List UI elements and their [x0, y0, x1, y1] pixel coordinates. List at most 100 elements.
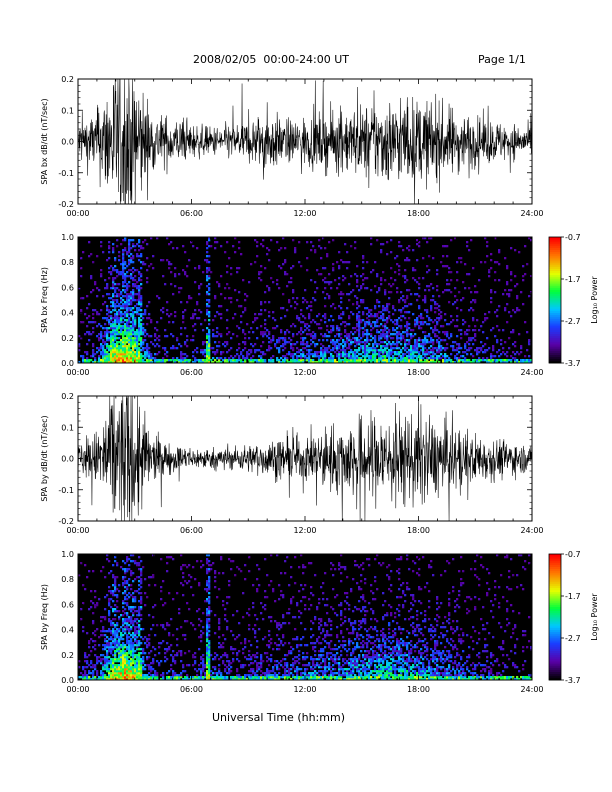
spectrogram-cell [128, 608, 131, 611]
spectrogram-cell [180, 652, 183, 655]
spectrogram-cell [392, 329, 395, 332]
spectrogram-cell [106, 343, 109, 346]
spectrogram-cell [114, 644, 117, 647]
spectrogram-cell [230, 646, 233, 649]
spectrogram-cell [424, 237, 427, 240]
spectrogram-cell [98, 636, 101, 639]
spectrogram-cell [142, 638, 145, 641]
spectrogram-cell [230, 301, 233, 304]
spectrogram-cell [204, 341, 207, 344]
spectrogram-cell [258, 359, 261, 362]
spectrogram-cell [320, 319, 323, 322]
spectrogram-cell [330, 329, 333, 332]
spectrogram-cell [484, 317, 487, 320]
spectrogram-cell [278, 249, 281, 252]
spectrogram-cell [378, 287, 381, 290]
spectrogram-cell [136, 670, 139, 673]
spectrogram-cell [204, 259, 207, 262]
spectrogram-cell [234, 355, 237, 358]
spectrogram-cell [350, 361, 353, 364]
spectrogram-cell [458, 361, 461, 364]
spectrogram-cell [276, 339, 279, 342]
spectrogram-cell [166, 556, 169, 559]
spectrogram-cell [104, 357, 107, 360]
spectrogram-cell [208, 305, 211, 308]
spectrogram-cell [148, 355, 151, 358]
spectrogram-cell [86, 307, 89, 310]
spectrogram-cell [206, 664, 209, 667]
spectrogram-cell [482, 359, 485, 362]
spectrogram-cell [212, 562, 215, 565]
spectrogram-cell [154, 357, 157, 360]
spectrogram-cell [120, 670, 123, 673]
spectrogram-cell [146, 269, 149, 272]
spectrogram-cell [208, 580, 211, 583]
spectrogram-cell [366, 331, 369, 334]
colorbar-segment [549, 327, 561, 330]
spectrogram-cell [212, 658, 215, 661]
spectrogram-cell [80, 676, 83, 679]
spectrogram-cell [116, 313, 119, 316]
spectrogram-cell [396, 291, 399, 294]
spectrogram-cell [146, 351, 149, 354]
spectrogram-cell [124, 319, 127, 322]
spectrogram-cell [466, 329, 469, 332]
spectrogram-cell [466, 245, 469, 248]
spectrogram-cell [130, 247, 133, 250]
spectrogram-cell [494, 361, 497, 364]
spectrogram-cell [456, 347, 459, 350]
spectrogram-cell [126, 672, 129, 675]
colorbar-segment [549, 310, 561, 313]
spectrogram-cell [128, 359, 131, 362]
spectrogram-cell [122, 638, 125, 641]
spectrogram-cell [86, 353, 89, 356]
spectrogram-cell [114, 578, 117, 581]
spectrogram-cell [304, 355, 307, 358]
spectrogram-cell [98, 333, 101, 336]
spectrogram-cell [348, 337, 351, 340]
spectrogram-cell [368, 319, 371, 322]
spectrogram-cell [208, 343, 211, 346]
spectrogram-cell [408, 349, 411, 352]
spectrogram-cell [206, 598, 209, 601]
spectrogram-cell [434, 303, 437, 306]
spectrogram-cell [122, 299, 125, 302]
spectrogram-cell [124, 333, 127, 336]
spectrogram-cell [188, 664, 191, 667]
spectrogram-cell [108, 337, 111, 340]
spectrogram-cell [162, 678, 165, 681]
spectrogram-cell [460, 257, 463, 260]
spectrogram-cell [124, 658, 127, 661]
spectrogram-cell [90, 650, 93, 653]
spectrogram-cell [432, 353, 435, 356]
spectrogram-cell [376, 291, 379, 294]
spectrogram-cell [134, 345, 137, 348]
spectrogram-cell [80, 618, 83, 621]
spectrogram-cell [236, 299, 239, 302]
spectrogram-cell [432, 355, 435, 358]
spectrogram-cell [166, 650, 169, 653]
spectrogram-cell [206, 584, 209, 587]
spectrogram-cell [116, 321, 119, 324]
spectrogram-cell [134, 355, 137, 358]
spectrogram-cell [104, 616, 107, 619]
spectrogram-cell [270, 347, 273, 350]
spectrogram-cell [496, 361, 499, 364]
spectrogram-cell [112, 285, 115, 288]
spectrogram-cell [134, 341, 137, 344]
spectrogram-cell [126, 335, 129, 338]
spectrogram-cell [92, 678, 95, 681]
spectrogram-cell [134, 319, 137, 322]
spectrogram-cell [122, 273, 125, 276]
spectrogram-cell [126, 351, 129, 354]
spectrogram-cell [124, 668, 127, 671]
spectrogram-cell [134, 650, 137, 653]
spectrogram-cell [124, 289, 127, 292]
spectrogram-cell [308, 333, 311, 336]
y-tick-label: -0.1 [58, 169, 74, 178]
spectrogram-cell [128, 263, 131, 266]
spectrogram-cell [418, 359, 421, 362]
spectrogram-cell [194, 323, 197, 326]
spectrogram-cell [364, 349, 367, 352]
spectrogram-cell [242, 331, 245, 334]
